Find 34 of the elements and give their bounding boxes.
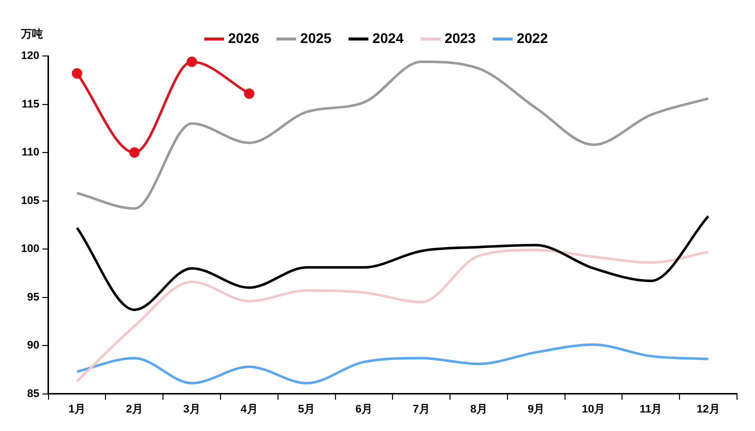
y-tick-label: 105	[20, 194, 40, 207]
x-tick-label: 6月	[355, 403, 373, 416]
legend-label: 2022	[516, 30, 548, 46]
point	[244, 88, 254, 99]
x-tick-label: 2月	[126, 403, 143, 416]
legend-label: 2026	[228, 30, 260, 46]
line-series	[76, 214, 710, 312]
legend-label: 2025	[300, 30, 332, 46]
legend-label: 2024	[372, 30, 404, 46]
x-tick-label: 11月	[640, 403, 662, 416]
y-axis-title: 万吨	[20, 28, 43, 41]
y-tick-label: 95	[27, 291, 40, 304]
x-tick-label: 10月	[582, 403, 606, 416]
x-tick-label: 8月	[470, 403, 488, 416]
line-series	[76, 60, 710, 210]
line-series	[76, 343, 710, 384]
y-tick-label: 100	[20, 243, 40, 256]
x-tick-label: 12月	[696, 403, 720, 416]
point	[186, 56, 198, 68]
y-tick-label: 110	[22, 146, 40, 159]
x-tick-label: 4月	[240, 403, 258, 416]
line-series	[76, 248, 710, 383]
x-tick-label: 3月	[183, 403, 200, 416]
x-tick-label: 5月	[298, 403, 316, 416]
x-tick-label: 9月	[528, 403, 545, 416]
point	[129, 147, 140, 158]
x-tick-label: 7月	[412, 403, 430, 416]
legend-label: 2023	[444, 30, 476, 46]
y-tick-label: 120	[20, 50, 40, 62]
x-tick-label: 1月	[68, 403, 86, 416]
point	[72, 68, 82, 79]
y-tick-label: 85	[27, 388, 40, 400]
y-tick-label: 115	[22, 98, 40, 110]
y-tick-label: 90	[27, 340, 40, 352]
